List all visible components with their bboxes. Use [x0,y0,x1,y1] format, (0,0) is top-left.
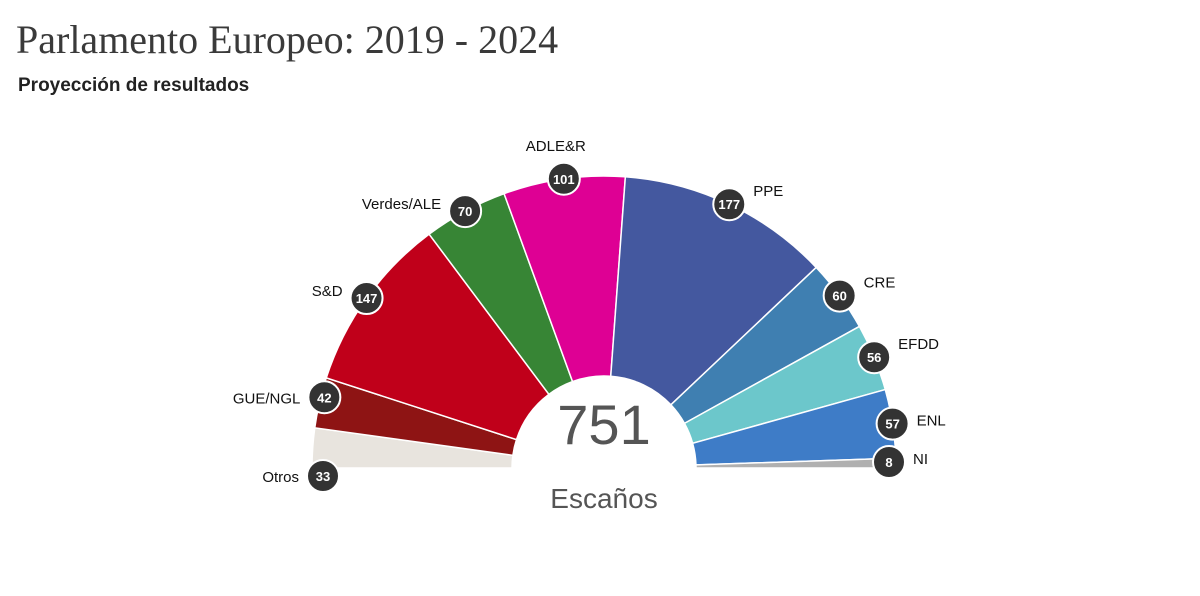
value-gue-ngl: 42 [317,390,331,405]
label-gue-ngl: GUE/NGL [233,390,301,407]
label-verdes-ale: Verdes/ALE [362,196,441,213]
chart-segments [311,175,897,469]
value-verdes-ale: 70 [458,204,472,219]
label-ni: NI [913,451,928,468]
total-seats-value: 751 [557,393,650,456]
badge-cre [822,278,857,313]
value-efdd: 56 [867,350,881,365]
value-cre: 60 [832,289,846,304]
badge-otros [306,459,340,493]
value-otros: 33 [316,469,330,484]
badge-sandd [349,281,384,316]
value-enl: 57 [885,417,899,432]
segment-sandd [325,233,550,441]
label-efdd: EFDD [898,336,939,353]
value-ni: 8 [885,455,892,470]
value-sandd: 147 [356,291,378,306]
value-ppe: 177 [718,197,740,212]
badge-efdd [857,340,892,375]
chart-labels: 33 Otros 42 GUE/NGL 147 S&D 70 Verdes/ALE 101 ADL… [233,138,946,493]
badge-verdes-ale [448,194,483,229]
badge-gue-ngl [307,380,342,415]
label-sandd: S&D [312,283,343,300]
segment-ppe [609,175,818,406]
label-cre: CRE [864,275,896,292]
label-enl: ENL [917,413,946,430]
total-seats-label: Escaños [550,483,657,514]
chart-center-hole [513,377,695,559]
page-subtitle: Proyección de resultados [18,75,250,96]
badge-ppe [712,187,747,222]
label-otros: Otros [262,469,299,486]
label-ppe: PPE [753,183,783,200]
badge-ni [872,445,906,479]
badge-enl [875,406,910,441]
label-adleandr: ADLE&R [526,138,586,155]
badge-adleandr [546,161,581,196]
page-title: Parlamento Europeo: 2019 - 2024 [16,17,559,62]
value-adleandr: 101 [553,172,575,187]
